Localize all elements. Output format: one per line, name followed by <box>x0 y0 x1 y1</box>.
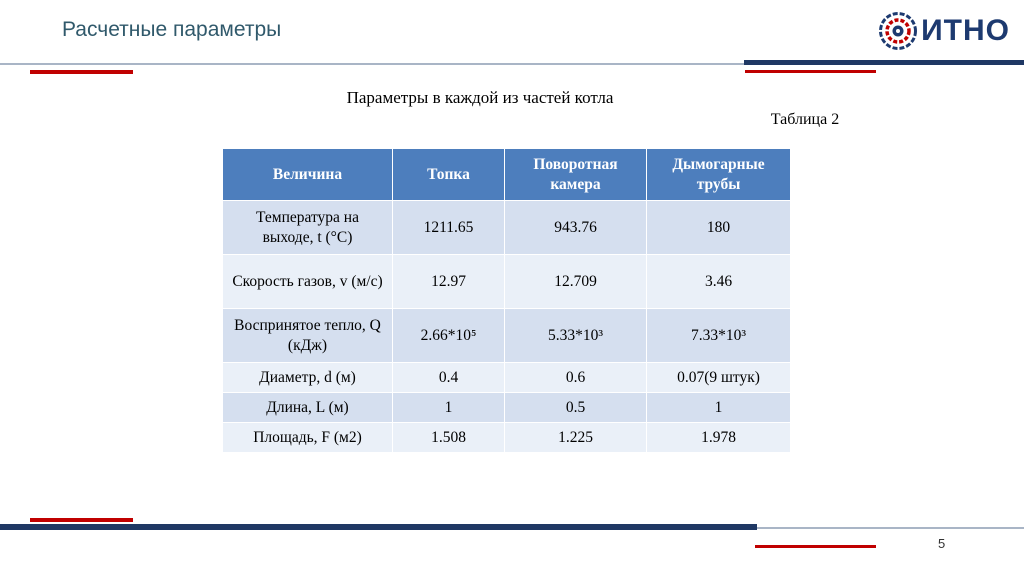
page-title: Расчетные параметры <box>62 18 282 41</box>
header-cell-fire-tubes: Дымогарные трубы <box>646 148 791 201</box>
logo-emblem-icon <box>879 12 918 50</box>
top-red-accent-left <box>30 70 133 74</box>
header-cell-quantity: Величина <box>222 148 393 201</box>
cell-value: 1 <box>646 392 791 423</box>
page-number: 5 <box>938 536 946 551</box>
table-row-temperature: Температура на выходе, t (°C) 1211.65 94… <box>222 200 791 255</box>
logo: ИТНО <box>878 11 1010 51</box>
top-navy-accent-line <box>744 60 1024 65</box>
bottom-red-accent-right <box>755 545 876 548</box>
cell-value: 180 <box>646 200 791 255</box>
cell-value: 1.225 <box>504 422 647 453</box>
row-label: Площадь, F (м2) <box>222 422 393 453</box>
top-divider-line <box>0 63 1024 65</box>
row-label: Температура на выходе, t (°C) <box>222 200 393 255</box>
cell-value: 5.33*10³ <box>504 308 647 363</box>
header-cell-furnace: Топка <box>392 148 505 201</box>
cell-value: 12.709 <box>504 254 647 309</box>
table-row-area: Площадь, F (м2) 1.508 1.225 1.978 <box>222 422 791 453</box>
cell-value: 7.33*10³ <box>646 308 791 363</box>
cell-value: 1.508 <box>392 422 505 453</box>
row-label: Скорость газов, v (м/с) <box>222 254 393 309</box>
top-red-accent-right <box>745 70 876 73</box>
cell-value: 2.66*10⁵ <box>392 308 505 363</box>
cell-value: 0.6 <box>504 362 647 393</box>
row-label: Воспринятое тепло, Q (кДж) <box>222 308 393 363</box>
cell-value: 1.978 <box>646 422 791 453</box>
bottom-navy-accent-line <box>0 524 757 530</box>
cell-value: 1211.65 <box>392 200 505 255</box>
table-row-diameter: Диаметр, d (м) 0.4 0.6 0.07(9 штук) <box>222 362 791 393</box>
cell-value: 12.97 <box>392 254 505 309</box>
row-label: Длина, L (м) <box>222 392 393 423</box>
table-number-label: Таблица 2 <box>770 111 840 128</box>
table-row-length: Длина, L (м) 1 0.5 1 <box>222 392 791 423</box>
cell-value: 0.07(9 штук) <box>646 362 791 393</box>
cell-value: 0.5 <box>504 392 647 423</box>
cell-value: 1 <box>392 392 505 423</box>
row-label: Диаметр, d (м) <box>222 362 393 393</box>
bottom-red-accent-left <box>30 518 133 522</box>
header-cell-turning-chamber: Поворотная камера <box>504 148 647 201</box>
table-header-row: Величина Топка Поворотная камера Дымогар… <box>222 148 791 201</box>
table-row-gas-velocity: Скорость газов, v (м/с) 12.97 12.709 3.4… <box>222 254 791 309</box>
cell-value: 0.4 <box>392 362 505 393</box>
cell-value: 3.46 <box>646 254 791 309</box>
table-caption: Параметры в каждой из частей котла <box>346 88 614 107</box>
cell-value: 943.76 <box>504 200 647 255</box>
logo-text: ИТНО <box>921 14 1010 47</box>
table-row-absorbed-heat: Воспринятое тепло, Q (кДж) 2.66*10⁵ 5.33… <box>222 308 791 363</box>
parameters-table: Величина Топка Поворотная камера Дымогар… <box>222 148 791 453</box>
